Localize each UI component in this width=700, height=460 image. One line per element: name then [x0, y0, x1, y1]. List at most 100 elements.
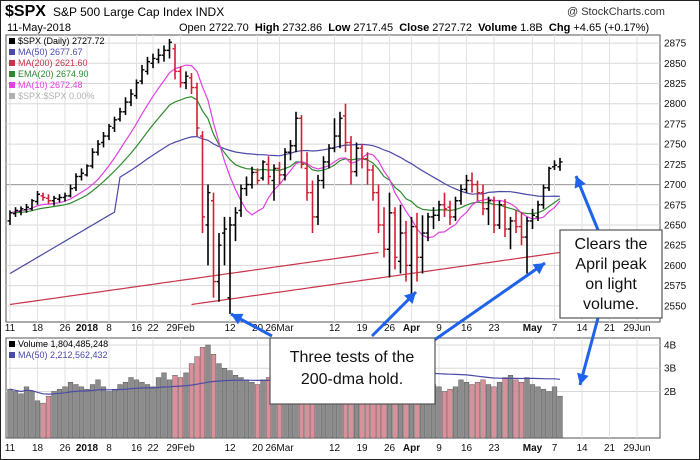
- volume-bar: [133, 379, 140, 439]
- volume-legend-label: Volume 1,804,485,248: [18, 339, 108, 349]
- x-tick-label: 12: [329, 323, 341, 334]
- annotation-clears-line: Clears the: [575, 236, 648, 253]
- x-tick-label: 19: [356, 443, 368, 454]
- price-tick-label: 2675: [664, 200, 687, 211]
- x-tick-label: 9: [436, 443, 442, 454]
- volume-bar: [161, 372, 167, 439]
- legend-swatch: [9, 49, 15, 55]
- volume-bar: [51, 391, 57, 439]
- x-tick-label: 26Mar: [265, 443, 294, 454]
- volume-bar: [172, 375, 178, 439]
- chg-label: Chg: [548, 22, 571, 34]
- annotation-box-clears: [559, 229, 663, 319]
- legend-label: MA(200) 2621.60: [18, 58, 88, 68]
- volume-value: 1.8B: [520, 22, 543, 34]
- volume-bar: [496, 381, 503, 439]
- annotation-arrow-volume: [578, 317, 600, 386]
- annotation-clears-line: on light: [585, 276, 637, 293]
- open-value: 2722.70: [208, 22, 249, 34]
- annotation-tests-line: Three tests of the: [290, 349, 415, 366]
- x-tick-label: 26Mar: [265, 323, 294, 334]
- volume-bar: [155, 377, 162, 439]
- price-tick-label: 2550: [664, 301, 687, 312]
- annotation-box-tests: [269, 337, 436, 405]
- close-value: 2727.72: [432, 22, 473, 34]
- x-tick-label: 21: [604, 443, 616, 454]
- price-tick-label: 2850: [664, 59, 687, 70]
- x-tick-label: 16: [131, 443, 143, 454]
- volume-legend-label: MA(50) 2,212,562,432: [18, 350, 108, 360]
- volume-bar: [557, 395, 563, 439]
- chg-value: +4.65 (+0.17%): [573, 22, 650, 34]
- legend-swatch: [9, 82, 15, 88]
- price-tick-label: 2800: [664, 99, 687, 110]
- annotation-arrow-april-head: [404, 292, 416, 304]
- volume-bar: [524, 377, 530, 439]
- annotation-clears-line: volume.: [583, 296, 639, 313]
- volume-bar: [78, 386, 85, 439]
- legend-entry: MA(200) 2621.60: [9, 58, 88, 68]
- x-tick-label: 11: [5, 323, 16, 334]
- volume-bar: [463, 381, 470, 439]
- price-tick-label: 2875: [664, 39, 687, 50]
- ohlc-readout: Open 2722.70 High 2732.86 Low 2717.45 Cl…: [179, 22, 649, 34]
- volume-bar: [210, 354, 217, 439]
- volume-tick-label: 2B: [664, 387, 677, 398]
- annotation-clears-line: April peak: [575, 256, 647, 273]
- volume-bar: [447, 388, 453, 439]
- volume-bar: [469, 384, 475, 439]
- annotation-arrow-may-head: [532, 263, 545, 275]
- legend-label: MA(50) 2677.67: [18, 47, 83, 57]
- x-tick-label: 20: [252, 443, 264, 454]
- volume-bar: [194, 356, 200, 439]
- annotation-arrow-peak-head: [574, 176, 586, 189]
- volume-bar: [221, 368, 228, 439]
- stockcharts-credit: @ StockCharts.com: [567, 6, 665, 18]
- legend-swatch: [9, 38, 15, 44]
- volume-bar: [95, 379, 101, 439]
- price-tick-label: 2725: [664, 160, 687, 171]
- price-tick-label: 2625: [664, 241, 687, 252]
- price-tick-label: 2650: [664, 220, 687, 231]
- x-tick-label: 9: [436, 323, 442, 334]
- legend-swatch: [9, 71, 15, 77]
- close-label: Close: [399, 22, 430, 34]
- volume-tick-label: 3B: [664, 364, 677, 375]
- volume-bar: [188, 363, 195, 439]
- volume-bar: [265, 377, 272, 439]
- x-tick-label: 26: [384, 323, 396, 334]
- x-tick-label: May: [523, 443, 543, 454]
- volume-bar: [106, 391, 112, 439]
- volume-bar: [7, 388, 13, 439]
- volume-legend-swatch: [9, 341, 15, 347]
- volume-bar: [56, 388, 63, 439]
- chart-date: 11-May-2018: [7, 22, 71, 34]
- volume-bar: [144, 384, 151, 439]
- x-tick-label: 23: [488, 323, 500, 334]
- volume-bar: [216, 363, 222, 439]
- volume-bar: [507, 375, 514, 439]
- volume-bar: [243, 379, 250, 439]
- volume-bar: [111, 388, 118, 439]
- x-tick-label: 19: [356, 323, 368, 334]
- legend-swatch: [9, 93, 15, 99]
- ma200-line: [9, 251, 379, 306]
- volume-bar: [480, 379, 486, 439]
- x-tick-label: 29Feb: [166, 323, 195, 334]
- annotation-arrow-may: [419, 261, 546, 352]
- x-tick-label: 2018: [76, 443, 99, 454]
- legend-label: EMA(20) 2674.90: [18, 69, 89, 79]
- x-tick-label: 16: [461, 443, 473, 454]
- x-tick-label: 12: [224, 443, 236, 454]
- annotation-tests-line: 200-dma hold.: [301, 371, 403, 388]
- annotation-arrow-volume-head: [577, 372, 589, 385]
- x-tick-label: 18: [32, 443, 44, 454]
- volume-bar: [139, 381, 145, 439]
- x-tick-label: 29Feb: [166, 443, 195, 454]
- volume-bar: [67, 381, 74, 439]
- volume-bar: [62, 386, 68, 439]
- volume-bar: [436, 386, 442, 439]
- x-tick-label: 22: [147, 443, 159, 454]
- volume-bar: [89, 384, 96, 439]
- volume-bar: [199, 347, 206, 439]
